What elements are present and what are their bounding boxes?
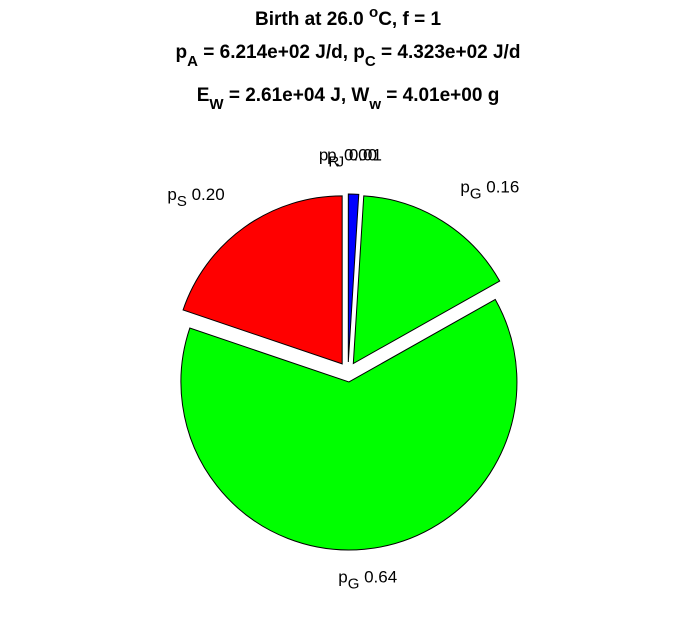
pie-slice [180,298,518,551]
slice-subscript: G [348,576,360,593]
slice-subscript: R [328,153,339,170]
title-text: = 4.323e+02 J/d [376,42,521,63]
pie-slice [352,195,501,365]
slice-label: pS 0.20 [167,185,224,210]
slice-subscript: G [470,186,482,203]
slice-symbol: p [327,146,336,165]
chart-title: EW​ = 2.61e+04 J, Ww​ = 4.01e+00 g [197,85,500,113]
pie-slice [182,195,343,365]
title-text: = 2.61e+04 J, W [224,85,370,106]
chart-title: pA​ = 6.214e+02 J/d, pC​ = 4.323e+02 J/d [176,42,521,70]
title-text: = 6.214e+02 J/d, p [198,42,365,63]
slice-symbol: p [338,568,347,587]
title-text: p [176,42,188,63]
slice-symbol: p [319,145,328,164]
slice-label: pR 0.00 [319,145,377,170]
slice-label: pG 0.16 [460,178,519,203]
title-subscript: W [209,96,224,113]
slice-label: pJ 0.01 [327,146,382,171]
title-subscript: C [365,53,376,70]
pie-slice [347,193,360,363]
title-text: E [197,85,210,106]
title-subscript: A [187,53,198,70]
slice-subscript: J [337,154,345,171]
title-subscript: w [368,96,381,113]
slice-value: 0.64 [364,568,397,587]
slice-subscript: S [177,193,187,210]
slice-value: 0.01 [349,146,382,165]
slice-value: 0.20 [192,185,225,204]
slice-value: 0.16 [486,178,519,197]
slice-symbol: p [167,185,176,204]
title-superscript: o [369,4,378,21]
chart-title: Birth at 26.0 o​C, f = 1 [255,4,441,30]
slice-value: 0.00 [344,145,377,164]
title-text: C, f = 1 [378,9,441,30]
slice-symbol: p [460,178,469,197]
title-text: Birth at 26.0 [255,9,369,30]
slice-label: pG 0.64 [338,568,397,593]
title-text: = 4.01e+00 g [381,85,499,106]
